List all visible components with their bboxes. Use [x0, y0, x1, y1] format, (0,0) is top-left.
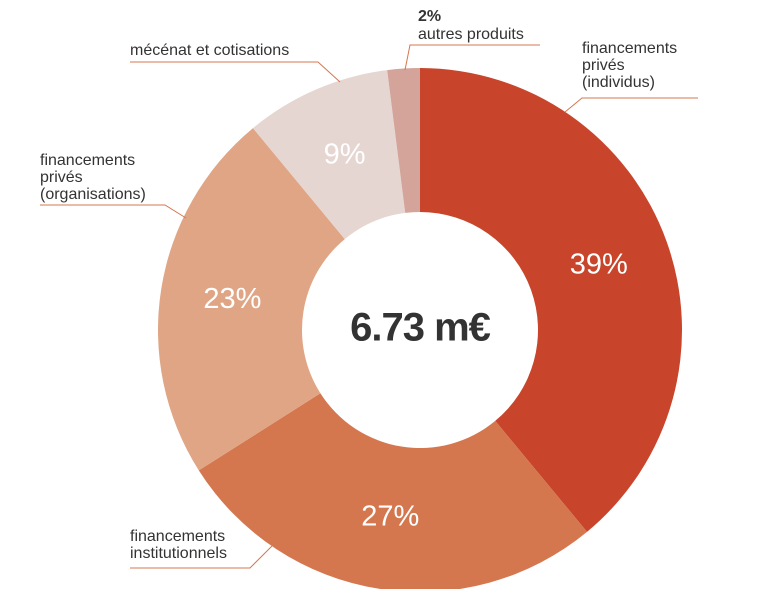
leader-line — [564, 97, 698, 113]
leader-line — [130, 61, 341, 83]
donut-slice — [420, 68, 682, 532]
value-label: 39% — [570, 248, 628, 280]
leader-line — [404, 44, 540, 71]
donut-slice — [252, 70, 406, 240]
leader-line — [130, 545, 273, 569]
value-label: 9% — [324, 138, 366, 170]
category-label: financements privés (individus) — [582, 40, 678, 91]
category-label: financements privés (organisations) — [40, 152, 146, 203]
value-label: 23% — [203, 283, 261, 315]
category-label: autres produits — [418, 26, 524, 43]
leader-line — [40, 204, 187, 219]
value-label: 27% — [361, 500, 419, 532]
center-label: 6.73 m€ — [350, 306, 491, 350]
category-label: financements institutionnels — [130, 528, 227, 562]
donut-slice — [158, 128, 345, 471]
donut-slice — [198, 393, 588, 589]
value-label: 2% — [418, 8, 442, 25]
donut-slice — [387, 68, 420, 213]
category-label: mécénat et cotisations — [130, 42, 290, 59]
